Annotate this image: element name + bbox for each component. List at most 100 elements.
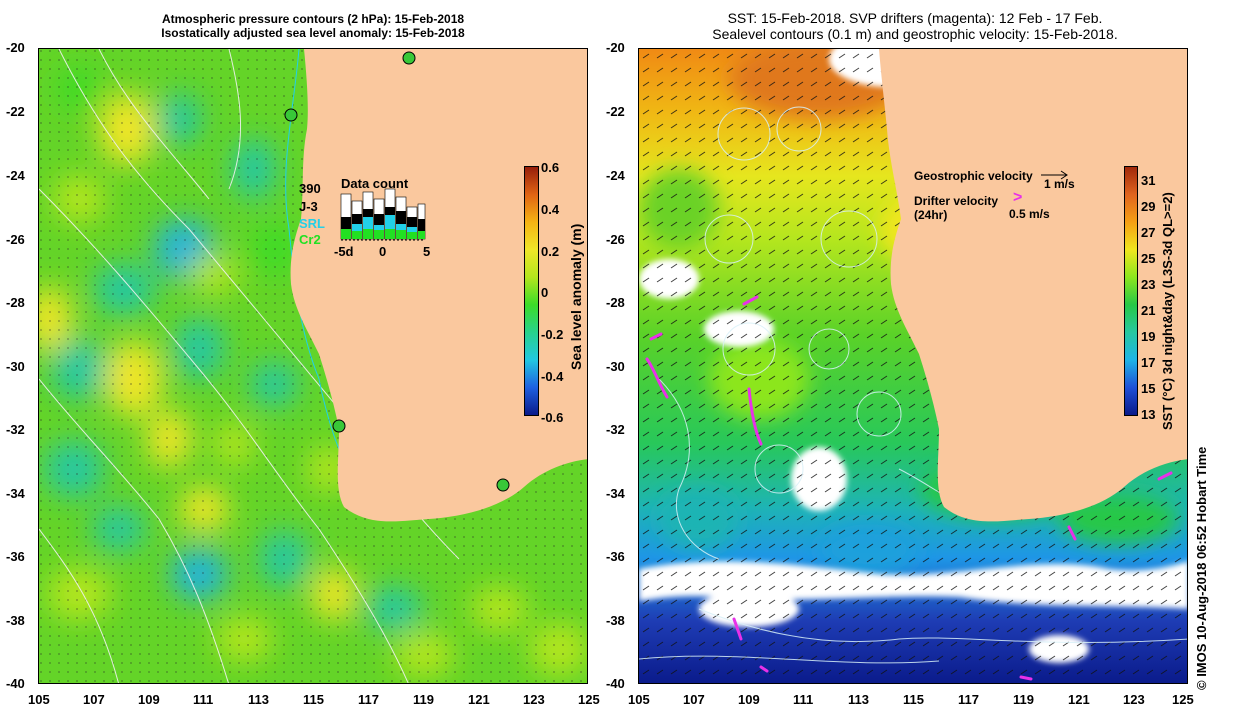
lat-label-right: -32 [606,422,625,437]
sst-colorbar-label: SST (°C) 3d night&day (L3S-3d QL>=2) [1160,192,1175,430]
lat-label-left: -30 [6,359,25,374]
australia-land [290,49,587,522]
tide-gauge-marker[interactable] [496,478,510,492]
sst-colorbar-tick: 15 [1141,381,1156,396]
lat-label-right: -40 [606,676,625,691]
lat-label-right: -30 [606,359,625,374]
lat-label-left: -40 [6,676,25,691]
lon-label-right: 113 [848,692,869,707]
sla-colorbar-tick: 0.2 [541,244,560,259]
inset-xtick: -5d [334,244,354,259]
lon-label-left: 107 [83,692,105,707]
sla-colorbar-tick: 0.4 [541,202,560,217]
lon-label-right: 123 [1123,692,1145,707]
lon-label-right: 107 [683,692,705,707]
lon-label-right: 119 [1013,692,1034,707]
lon-label-left: 119 [413,692,434,707]
lat-label-right: -34 [606,486,625,501]
left-title-line2: Isostatically adjusted sea level anomaly… [161,26,465,40]
sst-colorbar-tick: 21 [1141,303,1156,318]
lat-label-left: -36 [6,549,25,564]
lat-label-right: -22 [606,104,625,119]
lon-label-left: 105 [28,692,50,707]
drifter-velocity-label: Drifter velocity [914,194,999,208]
lon-label-right: 109 [738,692,760,707]
drifter-velocity-sub: (24hr) [914,208,948,222]
inset-xtick: 5 [423,244,431,259]
lat-label-left: -28 [6,295,25,310]
tide-gauge-marker[interactable] [284,108,298,122]
lon-label-right: 117 [958,692,979,707]
sst-colorbar-tick: 19 [1141,329,1156,344]
data-count-histogram [340,188,426,241]
left-title: Atmospheric pressure contours (2 hPa): 1… [38,12,588,40]
lat-label-right: -28 [606,295,625,310]
lat-label-left: -24 [6,168,25,183]
sst-colorbar-tick: 13 [1141,407,1156,422]
lon-label-right: 115 [903,692,924,707]
sea-level-anomaly-map[interactable]: 390 Data count J-3 SRL Cr2 -5d 0 5 [38,48,588,684]
sla-map-canvas [39,49,587,683]
geo-velocity-value: 1 m/s [1044,177,1075,191]
sst-colorbar-tick: 25 [1141,251,1156,266]
sst-map-canvas [639,49,1187,683]
sst-colorbar [1124,166,1138,416]
right-title-line1: SST: 15-Feb-2018. SVP drifters (magenta)… [727,10,1103,26]
sst-colorbar-tick: 27 [1141,225,1156,240]
inset-legend-j3: J-3 [299,199,318,214]
sla-colorbar-label: Sea level anomaly (m) [568,223,584,370]
drifter-velocity-value: 0.5 m/s [1009,207,1050,221]
australia-land [879,49,1187,522]
sla-pressure-contours [39,49,460,683]
lon-label-right: 121 [1068,692,1090,707]
lon-label-left: 111 [193,692,214,707]
lon-label-left: 117 [358,692,379,707]
lon-label-left: 125 [578,692,600,707]
right-title-line2: Sealevel contours (0.1 m) and geostrophi… [712,26,1118,42]
sla-colorbar-tick: 0.6 [541,160,560,175]
sst-colorbar-tick: 29 [1141,199,1156,214]
left-title-line1: Atmospheric pressure contours (2 hPa): 1… [161,12,465,26]
inset-legend-srl: SRL [299,216,325,231]
sst-colorbar-tick: 17 [1141,355,1156,370]
lat-label-left: -38 [6,613,25,628]
inset-title: Data count [341,176,409,191]
sst-map[interactable]: Geostrophic velocity 1 m/s Drifter veloc… [638,48,1188,684]
lat-label-right: -36 [606,549,625,564]
svp-drifter-tracks[interactable] [645,295,1173,681]
lon-label-right: 125 [1172,692,1194,707]
sla-colorbar-tick: 0 [541,285,549,300]
lon-label-left: 109 [138,692,160,707]
geo-velocity-label: Geostrophic velocity [914,169,1033,183]
lon-label-right: 105 [628,692,650,707]
sla-colorbar-tick: -0.6 [541,410,564,425]
lat-label-left: -34 [6,486,25,501]
lat-label-right: -20 [606,40,625,55]
sst-colorbar-tick: 31 [1141,173,1156,188]
lon-label-left: 113 [248,692,269,707]
lon-label-left: 123 [523,692,545,707]
sst-colorbar-tick: 23 [1141,277,1156,292]
lat-label-right: -38 [606,613,625,628]
lat-label-left: -20 [6,40,25,55]
sealevel-contours [639,106,1187,664]
lat-label-left: -26 [6,232,25,247]
inset-xtick: 0 [379,244,387,259]
inset-legend-cr2: Cr2 [299,232,321,247]
lat-label-right: -24 [606,168,625,183]
right-title: SST: 15-Feb-2018. SVP drifters (magenta)… [640,10,1190,42]
sla-colorbar-tick: -0.2 [541,327,564,342]
lat-label-left: -32 [6,422,25,437]
tide-gauge-marker[interactable] [402,51,416,65]
lat-label-left: -22 [6,104,25,119]
sla-colorbar-tick: -0.4 [541,369,564,384]
lon-label-right: 111 [793,692,814,707]
geo-velocity-arrow-icon [1041,170,1068,180]
drifter-velocity-icon: > [1013,189,1023,206]
sla-colorbar [524,166,539,416]
tide-gauge-marker[interactable] [332,419,346,433]
credit-text: © IMOS 10-Aug-2018 06:52 Hobart Time [1194,446,1209,690]
lon-label-left: 115 [303,692,324,707]
lon-label-left: 121 [468,692,490,707]
inset-count: 390 [299,181,321,196]
